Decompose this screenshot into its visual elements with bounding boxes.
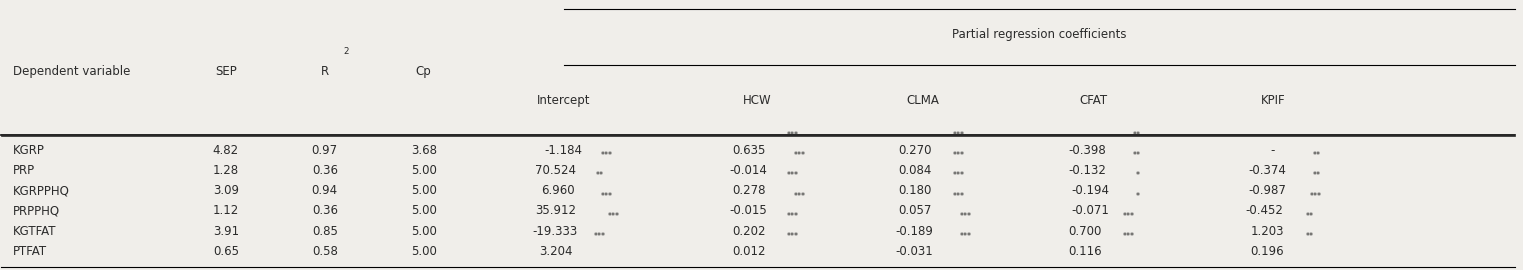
Text: ***: *** [787,212,798,221]
Text: 0.36: 0.36 [312,204,338,217]
Text: **: ** [1133,131,1141,140]
Text: 0.202: 0.202 [733,225,766,238]
Text: Partial regression coefficients: Partial regression coefficients [952,28,1127,41]
Text: -0.031: -0.031 [896,245,934,258]
Text: ***: *** [1122,232,1135,241]
Text: *: * [1136,171,1139,180]
Text: ***: *** [959,212,972,221]
Text: 0.94: 0.94 [312,184,338,197]
Text: PRPPHQ: PRPPHQ [12,204,59,217]
Text: ***: *** [608,212,620,221]
Text: KGRPPHQ: KGRPPHQ [12,184,70,197]
Text: ***: *** [952,171,964,180]
Text: HCW: HCW [743,94,771,107]
Text: **: ** [1313,151,1320,160]
Text: -: - [1270,144,1275,157]
Text: 0.196: 0.196 [1250,245,1284,258]
Text: SEP: SEP [215,65,236,78]
Text: KPIF: KPIF [1261,94,1285,107]
Text: 1.203: 1.203 [1250,225,1284,238]
Text: ***: *** [952,151,964,160]
Text: 0.36: 0.36 [312,164,338,177]
Text: **: ** [1305,212,1313,221]
Text: -0.071: -0.071 [1072,204,1109,217]
Text: 5.00: 5.00 [411,225,437,238]
Text: 0.97: 0.97 [312,144,338,157]
Text: -0.398: -0.398 [1069,144,1107,157]
Text: 5.00: 5.00 [411,245,437,258]
Text: **: ** [1313,171,1320,180]
Text: Dependent variable: Dependent variable [12,65,131,78]
Text: ***: *** [787,171,798,180]
Text: 0.057: 0.057 [899,204,931,217]
Text: -0.452: -0.452 [1246,204,1284,217]
Text: 35.912: 35.912 [535,204,576,217]
Text: ***: *** [594,232,606,241]
Text: -0.189: -0.189 [896,225,934,238]
Text: ***: *** [952,192,964,201]
Text: 0.700: 0.700 [1068,225,1101,238]
Text: 6.960: 6.960 [541,184,576,197]
Text: ***: *** [600,151,612,160]
Text: 3.91: 3.91 [213,225,239,238]
Text: ***: *** [787,232,798,241]
Text: 2: 2 [343,47,349,56]
Text: ***: *** [959,232,972,241]
Text: 0.180: 0.180 [899,184,931,197]
Text: 0.65: 0.65 [213,245,239,258]
Text: ***: *** [600,192,612,201]
Text: -0.374: -0.374 [1249,164,1287,177]
Text: 70.524: 70.524 [535,164,576,177]
Text: ***: *** [952,131,964,140]
Text: -19.333: -19.333 [533,225,579,238]
Text: 0.278: 0.278 [733,184,766,197]
Text: ***: *** [793,151,806,160]
Text: 5.00: 5.00 [411,204,437,217]
Text: R: R [321,65,329,78]
Text: 0.58: 0.58 [312,245,338,258]
Text: 1.12: 1.12 [213,204,239,217]
Text: KGTFAT: KGTFAT [12,225,56,238]
Text: Intercept: Intercept [538,94,591,107]
Text: **: ** [1305,232,1313,241]
Text: 0.012: 0.012 [733,245,766,258]
Text: **: ** [1133,151,1141,160]
Text: -0.132: -0.132 [1069,164,1107,177]
Text: 3.204: 3.204 [539,245,573,258]
Text: 5.00: 5.00 [411,164,437,177]
Text: 1.28: 1.28 [213,164,239,177]
Text: PTFAT: PTFAT [12,245,47,258]
Text: 0.635: 0.635 [733,144,766,157]
Text: -0.194: -0.194 [1072,184,1109,197]
Text: -0.015: -0.015 [730,204,768,217]
Text: Cp: Cp [416,65,431,78]
Text: 0.084: 0.084 [899,164,931,177]
Text: PRP: PRP [12,164,35,177]
Text: ***: *** [793,192,806,201]
Text: 0.116: 0.116 [1068,245,1101,258]
Text: **: ** [595,171,605,180]
Text: -1.184: -1.184 [545,144,583,157]
Text: ***: *** [1310,192,1322,201]
Text: KGRP: KGRP [12,144,44,157]
Text: -0.014: -0.014 [730,164,768,177]
Text: *: * [1136,192,1139,201]
Text: 0.270: 0.270 [899,144,932,157]
Text: CLMA: CLMA [906,94,940,107]
Text: ***: *** [787,131,798,140]
Text: ***: *** [1122,212,1135,221]
Text: 5.00: 5.00 [411,184,437,197]
Text: 3.09: 3.09 [213,184,239,197]
Text: -0.987: -0.987 [1249,184,1287,197]
Text: CFAT: CFAT [1080,94,1107,107]
Text: 4.82: 4.82 [213,144,239,157]
Text: 0.85: 0.85 [312,225,338,238]
Text: 3.68: 3.68 [411,144,437,157]
